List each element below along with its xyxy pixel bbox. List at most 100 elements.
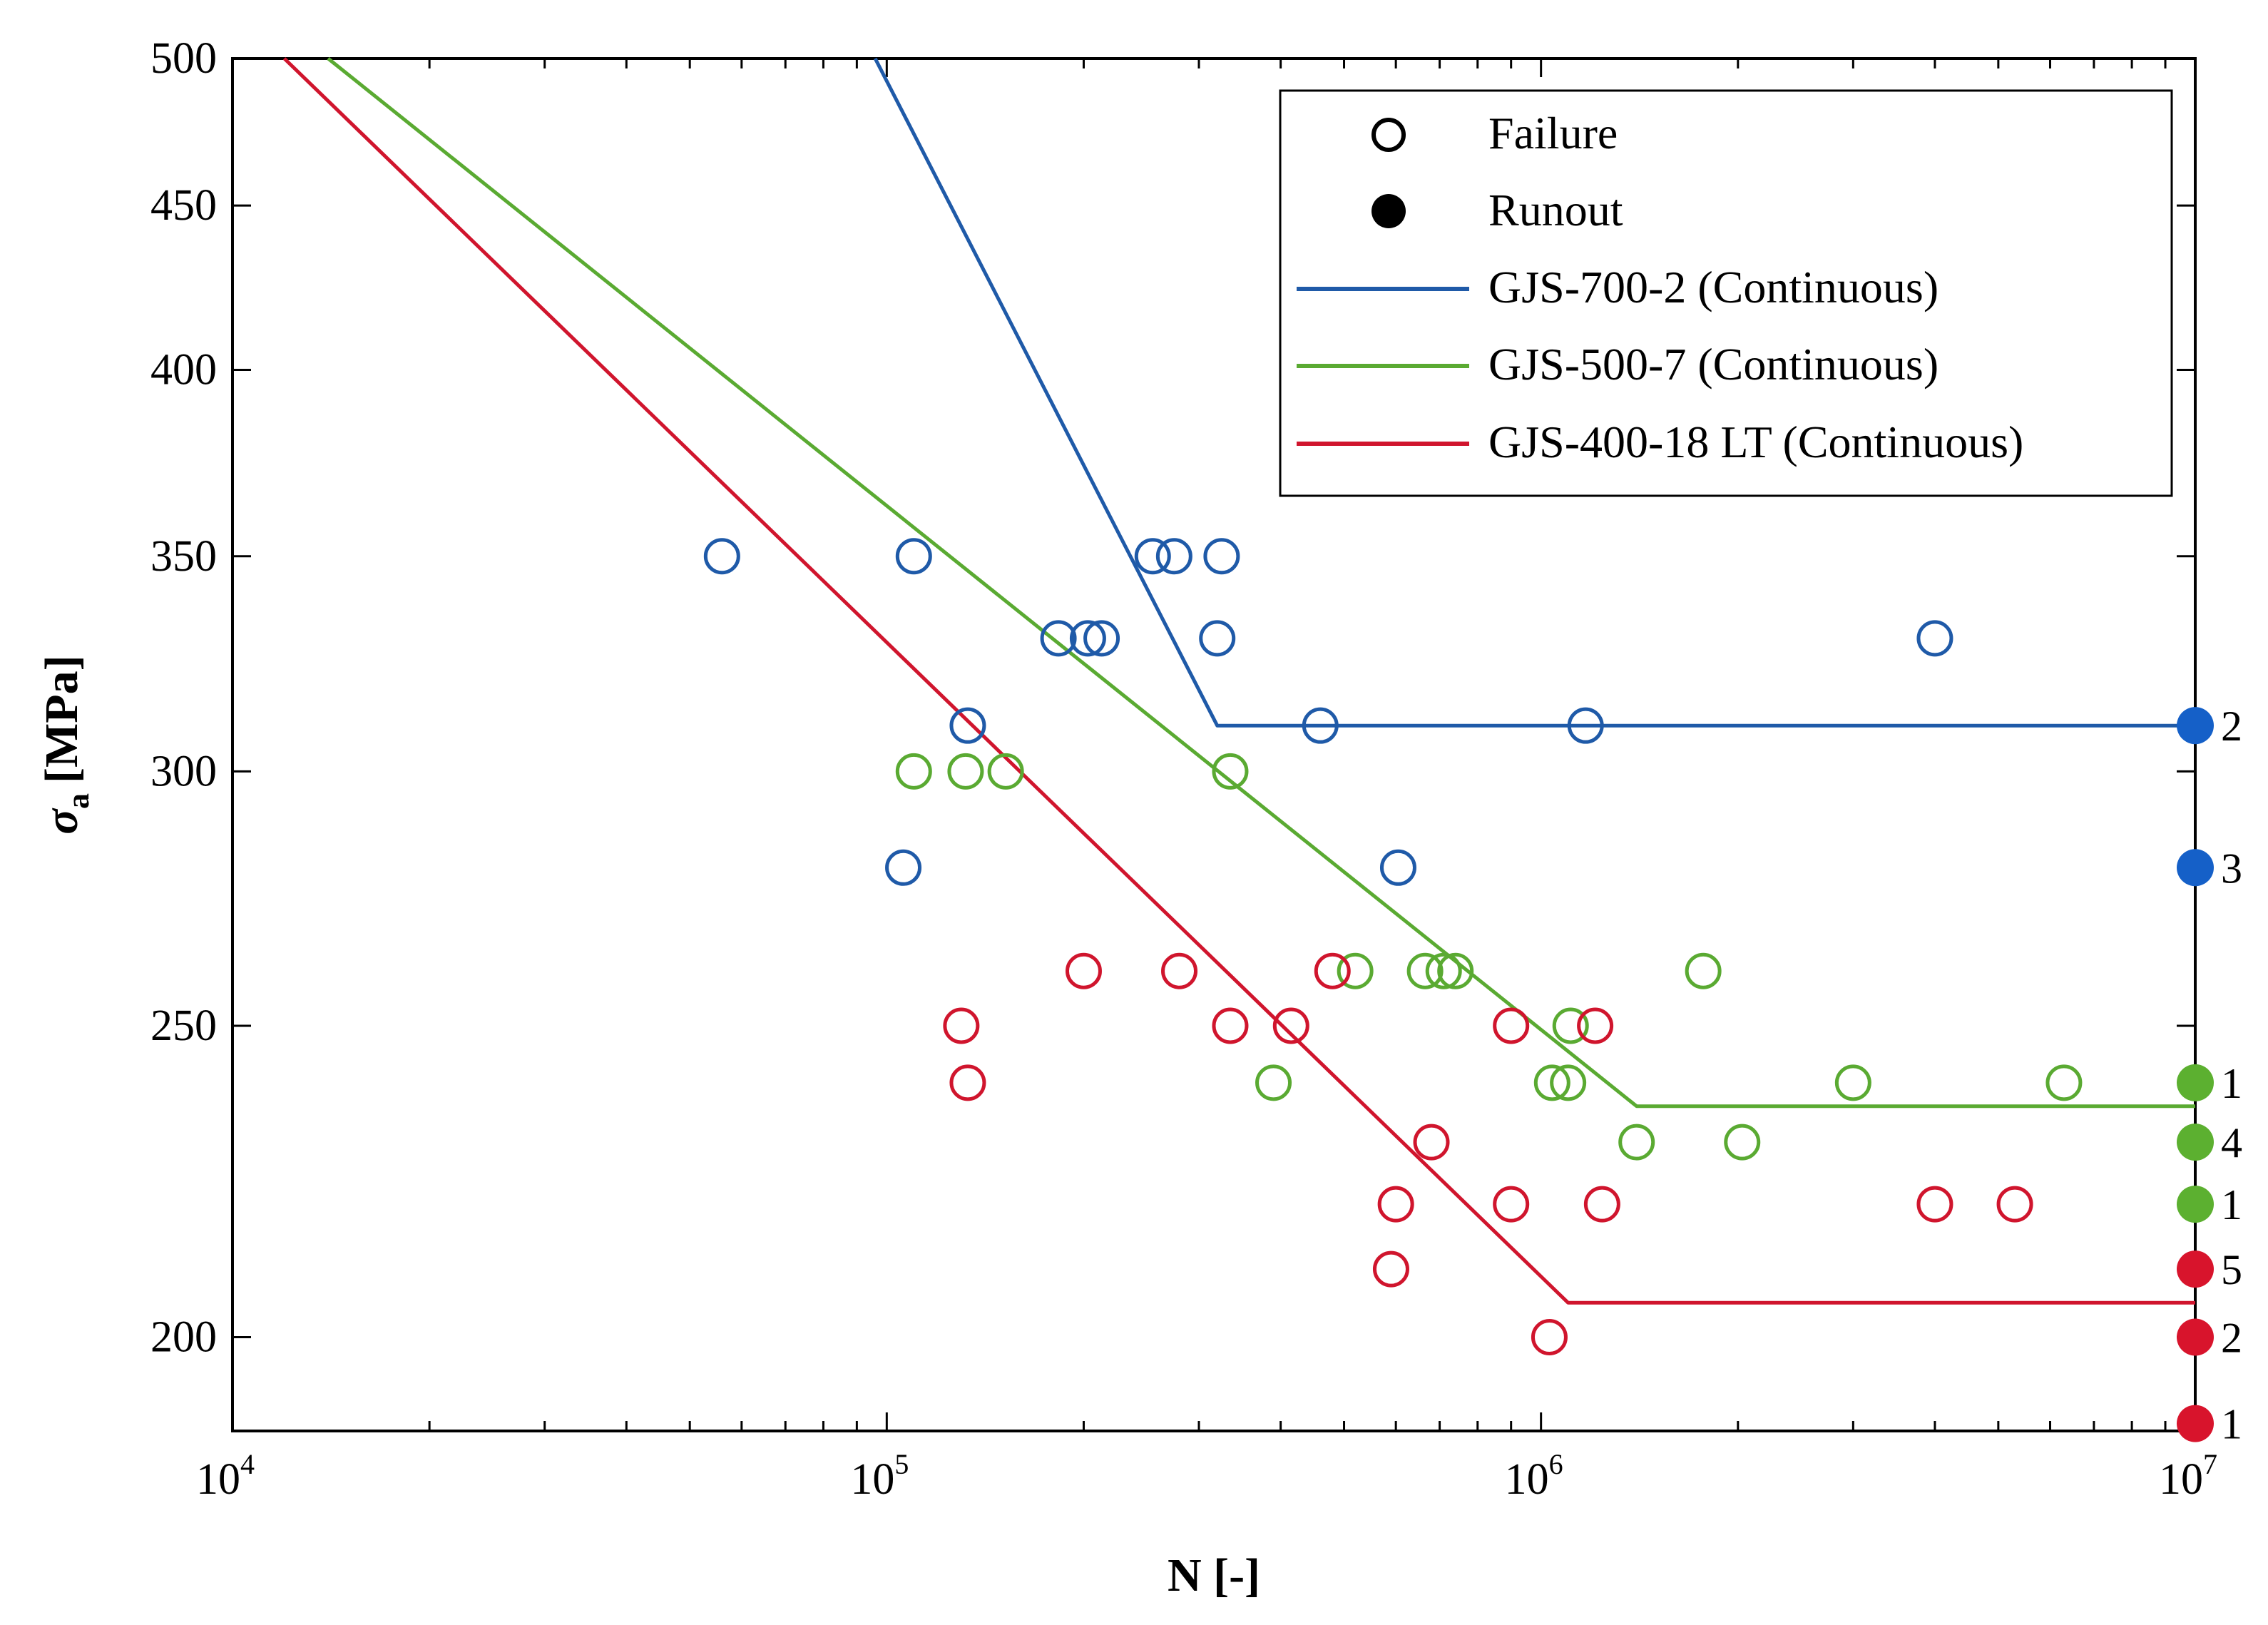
- x-tick-label: 104: [196, 1448, 255, 1504]
- failure-point-gjs-500-7: [1552, 1007, 1589, 1044]
- runout-point-gjs-500-7: [2177, 1186, 2214, 1223]
- failure-point-gjs-400-18-lt: [1065, 952, 1102, 989]
- x-tick-label: 106: [1505, 1448, 1563, 1504]
- failure-point-gjs-700-2: [1040, 620, 1077, 657]
- failure-point-gjs-500-7: [1834, 1064, 1871, 1101]
- plot-area-frame: [231, 57, 2197, 1432]
- failure-point-gjs-500-7: [1337, 952, 1374, 989]
- failure-point-gjs-700-2: [895, 538, 932, 575]
- failure-point-gjs-700-2: [1069, 620, 1106, 657]
- runout-point-gjs-400-18-lt: [2177, 1250, 2214, 1288]
- failure-point-gjs-700-2: [1302, 707, 1339, 744]
- runout-count-label: 5: [2221, 1246, 2242, 1293]
- y-axis-title-symbol: σ: [36, 808, 88, 835]
- runout-count-label: 1: [2221, 1181, 2242, 1228]
- y-tick-label: 450: [150, 181, 217, 230]
- failure-point-gjs-400-18-lt: [1212, 1007, 1249, 1044]
- y-tick-label: 250: [150, 1002, 217, 1050]
- failure-point-gjs-400-18-lt: [1583, 1186, 1620, 1223]
- x-tick-label-base: 10: [850, 1455, 894, 1504]
- fit-line-gjs-400-18-lt: [282, 57, 2195, 1305]
- runout-point-gjs-700-2: [2177, 707, 2214, 745]
- x-tick-label-base: 10: [2159, 1455, 2203, 1504]
- failure-point-gjs-400-18-lt: [1493, 1186, 1530, 1223]
- x-axis-ticks: [231, 58, 2197, 1431]
- failure-point-gjs-500-7: [1425, 952, 1462, 989]
- failure-point-gjs-400-18-lt: [943, 1007, 980, 1044]
- x-tick-label-base: 10: [1505, 1455, 1549, 1504]
- failure-point-gjs-400-18-lt: [1314, 952, 1351, 989]
- fit-line-gjs-700-2: [873, 57, 2195, 728]
- y-tick-label: 500: [150, 34, 217, 83]
- legend-gjs-700-2-label: GJS-700-2 (Continuous): [1488, 262, 1938, 312]
- y-axis-tick-labels: 200 250 300 350 400 450 500: [150, 34, 217, 1362]
- runout-count-label: 3: [2221, 845, 2242, 892]
- fit-line-gjs-500-7: [327, 57, 2195, 1109]
- y-axis-ticks: [233, 57, 2195, 1339]
- runout-count-label: 2: [2221, 1315, 2242, 1362]
- runout-count-label: 1: [2221, 1401, 2242, 1448]
- failure-point-gjs-400-18-lt: [1372, 1250, 1409, 1288]
- failure-point-gjs-500-7: [1406, 952, 1444, 989]
- y-tick-label: 200: [150, 1313, 217, 1362]
- failure-point-gjs-500-7: [987, 753, 1024, 790]
- runout-point-gjs-500-7: [2177, 1064, 2214, 1101]
- failure-point-gjs-700-2: [885, 849, 922, 886]
- fit-lines: [282, 57, 2195, 1305]
- runout-count-label: 1: [2221, 1060, 2242, 1107]
- failure-point-gjs-500-7: [1255, 1064, 1292, 1101]
- x-axis-title: N [-]: [1168, 1549, 1260, 1601]
- failure-point-gjs-400-18-lt: [1161, 952, 1198, 989]
- failure-point-gjs-700-2: [703, 538, 740, 575]
- x-tick-label-base: 10: [196, 1455, 240, 1504]
- legend-runout-label: Runout: [1488, 185, 1623, 235]
- failure-point-gjs-400-18-lt: [1996, 1186, 2033, 1223]
- failure-point-gjs-500-7: [1550, 1064, 1587, 1101]
- failure-point-gjs-700-2: [1199, 620, 1236, 657]
- x-tick-label: 105: [850, 1448, 909, 1504]
- failure-point-gjs-500-7: [1685, 952, 1722, 989]
- runout-point-gjs-400-18-lt: [2177, 1318, 2214, 1356]
- failure-point-gjs-400-18-lt: [1493, 1007, 1530, 1044]
- y-axis-title-subscript: a: [61, 793, 96, 809]
- legend-gjs-500-7-label: GJS-500-7 (Continuous): [1488, 339, 1938, 389]
- x-tick-label: 107: [2159, 1448, 2217, 1504]
- failure-point-gjs-500-7: [1212, 753, 1249, 790]
- failure-point-gjs-700-2: [1134, 538, 1171, 575]
- failure-point-gjs-700-2: [1916, 620, 1953, 657]
- runout-points: 2 3 1 4 1 5 2 1: [2177, 703, 2242, 1448]
- failure-point-gjs-400-18-lt: [1577, 1007, 1614, 1044]
- legend-failure-label: Failure: [1488, 108, 1618, 158]
- runout-point-gjs-500-7: [2177, 1124, 2214, 1161]
- legend-box: [1279, 89, 2173, 497]
- runout-point-gjs-400-18-lt: [2177, 1405, 2214, 1442]
- y-tick-label: 400: [150, 346, 217, 394]
- failure-point-gjs-500-7: [895, 753, 932, 790]
- failure-point-gjs-500-7: [1618, 1124, 1655, 1161]
- runout-count-label: 2: [2221, 703, 2242, 750]
- x-tick-label-exponent: 6: [1549, 1448, 1563, 1480]
- failure-point-gjs-400-18-lt: [1272, 1007, 1309, 1044]
- failure-point-gjs-400-18-lt: [1916, 1186, 1953, 1223]
- failure-point-gjs-400-18-lt: [949, 1064, 986, 1101]
- y-tick-label: 300: [150, 747, 217, 795]
- failure-point-gjs-700-2: [949, 707, 986, 744]
- failure-points: [703, 538, 2083, 1356]
- failure-point-gjs-500-7: [947, 753, 984, 790]
- failure-point-gjs-700-2: [1083, 620, 1120, 657]
- x-tick-label-exponent: 5: [894, 1448, 909, 1480]
- legend-failure-icon: [1371, 118, 1406, 152]
- failure-point-gjs-400-18-lt: [1413, 1124, 1450, 1161]
- failure-point-gjs-400-18-lt: [1531, 1319, 1568, 1356]
- failure-point-gjs-700-2: [1203, 538, 1240, 575]
- y-tick-label: 350: [150, 532, 217, 581]
- legend: Failure Runout GJS-700-2 (Continuous) GJ…: [1279, 89, 2173, 497]
- failure-point-gjs-700-2: [1567, 707, 1604, 744]
- failure-point-gjs-500-7: [2045, 1064, 2083, 1101]
- y-axis-title: σa [MPa]: [36, 655, 96, 834]
- y-axis-title-unit: [MPa]: [36, 655, 88, 783]
- failure-point-gjs-700-2: [1155, 538, 1192, 575]
- failure-point-gjs-400-18-lt: [1377, 1186, 1414, 1223]
- failure-point-gjs-500-7: [1533, 1064, 1570, 1101]
